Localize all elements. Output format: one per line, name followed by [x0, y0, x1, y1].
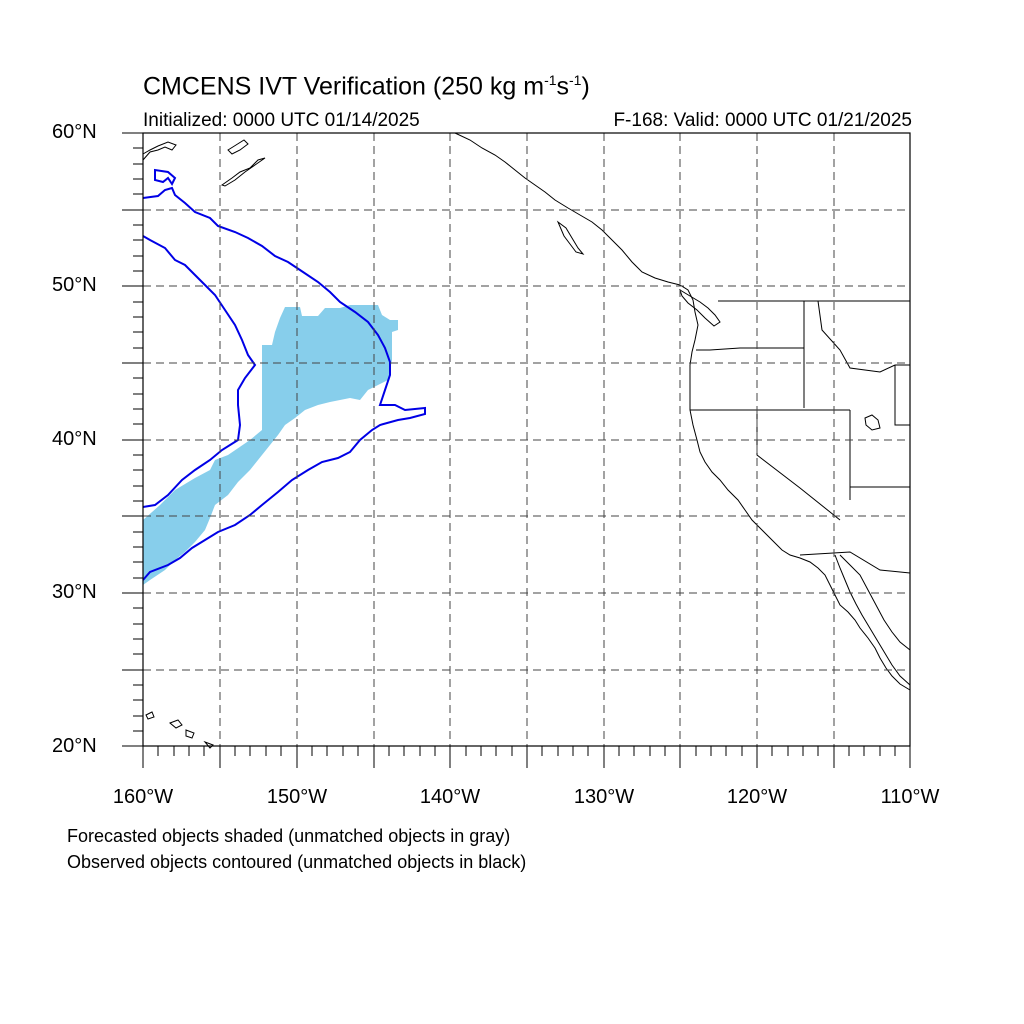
init-time-label: Initialized: 0000 UTC 01/14/2025	[143, 110, 420, 131]
lat-label-20n: 20°N	[52, 735, 97, 757]
lon-label-110w: 110°W	[880, 786, 940, 808]
forecast-legend-note: Forecasted objects shaded (unmatched obj…	[67, 826, 511, 846]
washington-oregon-border	[696, 347, 804, 351]
idaho-montana-border	[894, 364, 910, 426]
north-pacific-coast	[454, 132, 911, 691]
observed-object-alaska	[154, 168, 177, 186]
observed-objects	[142, 168, 426, 581]
lon-label-160w: 160°W	[112, 786, 174, 808]
hawaii-islands	[145, 711, 214, 749]
california-nevada-border	[756, 410, 841, 521]
lon-label-150w: 150°W	[266, 786, 328, 808]
haida-gwaii	[556, 220, 585, 255]
alaska-coast	[142, 141, 177, 161]
observed-legend-note: Observed objects contoured (unmatched ob…	[67, 852, 527, 872]
grid-lines	[143, 133, 910, 746]
forecast-object-shape	[143, 305, 398, 585]
us-mexico-border	[799, 551, 911, 574]
baja-coast	[834, 554, 911, 686]
lon-label-140w: 140°W	[419, 786, 481, 808]
idaho-border	[817, 300, 896, 373]
valid-time-label: F-168: Valid: 0000 UTC 01/21/2025	[613, 110, 912, 131]
lat-label-50n: 50°N	[52, 274, 97, 296]
lat-label-40n: 40°N	[52, 428, 97, 450]
coastlines	[142, 132, 911, 749]
tick-marks	[122, 132, 911, 768]
lon-label-120w: 120°W	[726, 786, 788, 808]
vancouver-island	[679, 288, 721, 327]
observed-object-outer	[142, 186, 426, 581]
alaska-kodiak-coast	[220, 157, 266, 187]
great-salt-lake	[864, 414, 881, 431]
lat-label-30n: 30°N	[52, 581, 97, 603]
lon-label-130w: 130°W	[573, 786, 635, 808]
chart-title: CMCENS IVT Verification (250 kg m-1s-1)	[143, 72, 590, 101]
alaska-peninsula-islands	[227, 139, 249, 155]
forecast-object	[143, 305, 398, 585]
lat-label-60n: 60°N	[52, 121, 97, 143]
gulf-california-coast	[839, 554, 911, 651]
observed-object-inner	[142, 235, 257, 508]
